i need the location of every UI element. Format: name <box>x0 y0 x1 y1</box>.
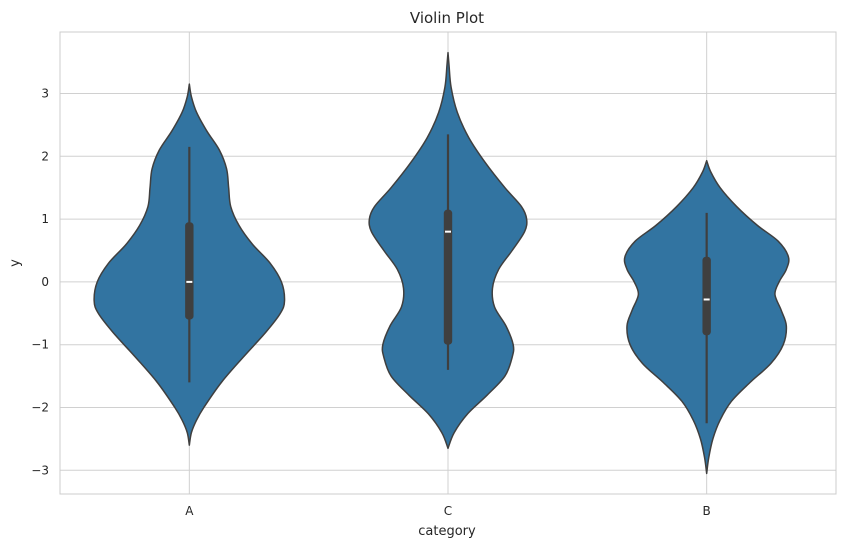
y-tick-label: 2 <box>41 149 49 163</box>
y-tick-label: −1 <box>31 338 49 352</box>
y-tick-label: −3 <box>31 463 49 477</box>
y-tick-label: 1 <box>41 212 49 226</box>
x-tick-label: C <box>444 504 452 518</box>
x-tick-label: A <box>185 504 194 518</box>
y-axis-title: y <box>8 259 23 267</box>
chart-title: Violin Plot <box>410 9 484 27</box>
violin-iqr-box <box>185 222 194 320</box>
y-tick-labels: −3 −2 −1 0 1 2 3 <box>31 87 49 478</box>
violin-iqr-box <box>443 209 453 345</box>
y-tick-label: 0 <box>41 275 49 289</box>
x-axis-title: category <box>418 524 476 539</box>
y-tick-label: −2 <box>31 401 49 415</box>
violin-C <box>368 51 528 450</box>
violin-B <box>623 159 790 475</box>
y-tick-label: 3 <box>41 87 49 101</box>
violin-A <box>93 83 286 446</box>
plot-frame <box>59 31 837 495</box>
violin-iqr-box <box>702 256 711 336</box>
x-tick-label: B <box>703 504 711 518</box>
violins <box>93 51 790 475</box>
